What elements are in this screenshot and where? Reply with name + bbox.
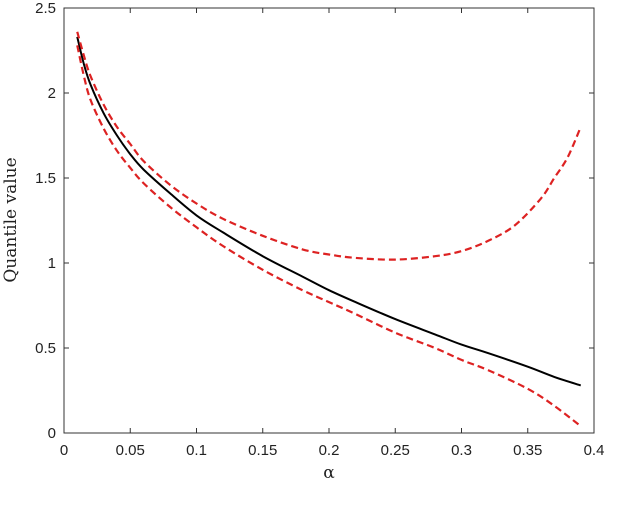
x-tick-label: 0.3 xyxy=(451,442,472,459)
x-axis-label: α xyxy=(323,463,335,483)
x-tick-label: 0.05 xyxy=(116,442,145,459)
x-tick-label: 0.2 xyxy=(319,442,340,459)
plot-area xyxy=(63,7,595,434)
series-layer xyxy=(76,31,582,428)
series-line-dashed-2 xyxy=(76,45,582,428)
x-tick-label: 0.35 xyxy=(513,442,542,459)
series-line-solid xyxy=(76,36,582,387)
y-tick-label: 0 xyxy=(48,425,56,442)
x-tick-label: 0 xyxy=(60,442,68,459)
y-axis-ticks: 0 0.5 1 1.5 2 2.5 xyxy=(35,0,594,442)
y-tick-label: 2 xyxy=(48,85,56,102)
y-tick-label: 2.5 xyxy=(35,0,56,17)
y-axis-label: Quantile value xyxy=(1,157,21,282)
x-tick-label: 0.25 xyxy=(381,442,410,459)
x-tick-label: 0.1 xyxy=(186,442,207,459)
x-axis-ticks: 0 0.05 0.1 0.15 0.2 0.25 0.3 0.35 0.4 xyxy=(60,8,605,459)
axes-frame xyxy=(63,7,595,434)
x-tick-label: 0.15 xyxy=(248,442,277,459)
y-tick-label: 1.5 xyxy=(35,170,56,187)
series-line-dashed-1 xyxy=(76,31,582,261)
x-tick-label: 0.4 xyxy=(584,442,605,459)
y-tick-label: 1 xyxy=(48,255,56,272)
y-tick-label: 0.5 xyxy=(35,340,56,357)
